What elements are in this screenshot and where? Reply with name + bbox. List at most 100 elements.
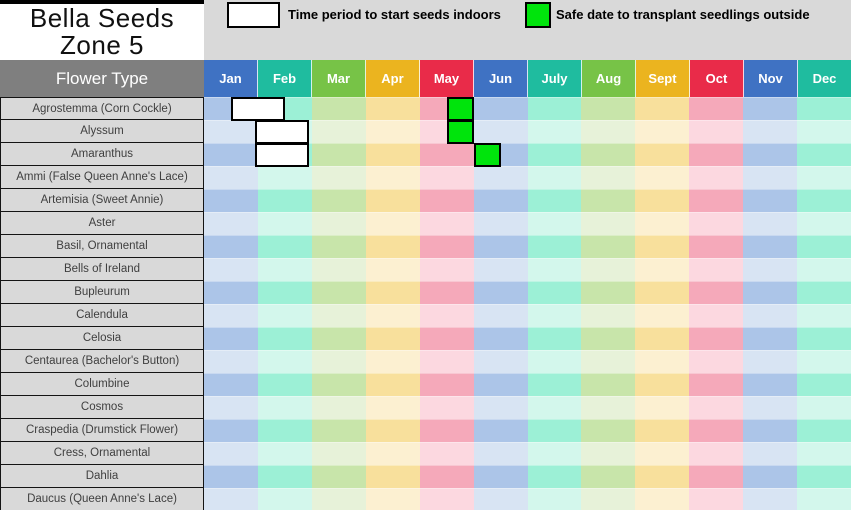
row-label: Craspedia (Drumstick Flower) <box>0 419 204 442</box>
calendar-cell <box>365 143 420 166</box>
calendar-cell <box>419 235 474 258</box>
calendar-cell <box>797 212 851 235</box>
calendar-cell <box>743 97 798 120</box>
calendar-cell <box>365 235 420 258</box>
calendar-cell <box>635 281 690 304</box>
calendar-cell <box>311 189 366 212</box>
calendar-cell <box>527 442 582 465</box>
calendar-cell <box>204 281 258 304</box>
calendar-cell <box>257 442 312 465</box>
calendar-cell <box>581 327 636 350</box>
transplant-date-box <box>473 143 501 167</box>
calendar-cell <box>527 143 582 166</box>
calendar-cell <box>635 419 690 442</box>
row-label: Basil, Ornamental <box>0 235 204 258</box>
calendar-cell <box>473 373 528 396</box>
calendar-cell <box>257 327 312 350</box>
calendar-cell <box>581 166 636 189</box>
calendar-cell <box>689 189 744 212</box>
calendar-cell <box>365 166 420 189</box>
row-label: Artemisia (Sweet Annie) <box>0 189 204 212</box>
month-header-feb: Feb <box>258 60 312 97</box>
calendar-cell <box>473 327 528 350</box>
table-row: Ammi (False Queen Anne's Lace) <box>0 166 851 189</box>
calendar-cell <box>743 120 798 143</box>
calendar-cell <box>365 281 420 304</box>
calendar-cell <box>743 143 798 166</box>
calendar-cell <box>527 258 582 281</box>
calendar-cell <box>419 166 474 189</box>
table-row: Centaurea (Bachelor's Button) <box>0 350 851 373</box>
calendar-cell <box>257 189 312 212</box>
calendar-cell <box>635 442 690 465</box>
calendar-cell <box>527 304 582 327</box>
calendar-cell <box>257 419 312 442</box>
table-row: Artemisia (Sweet Annie) <box>0 189 851 212</box>
calendar-cell <box>797 97 851 120</box>
calendar-cell <box>635 327 690 350</box>
calendar-grid: Agrostemma (Corn Cockle) Alyssum Amaranthu… <box>0 97 851 510</box>
calendar-cell <box>311 488 366 510</box>
calendar-cell <box>473 258 528 281</box>
row-label: Centaurea (Bachelor's Button) <box>0 350 204 373</box>
calendar-cell <box>257 166 312 189</box>
month-header-may: May <box>420 60 474 97</box>
calendar-cell <box>365 373 420 396</box>
calendar-cell <box>527 120 582 143</box>
calendar-cell <box>635 258 690 281</box>
calendar-cell <box>635 166 690 189</box>
calendar-cell <box>743 189 798 212</box>
table-row: Alyssum <box>0 120 851 143</box>
calendar-cell <box>204 304 258 327</box>
row-label: Celosia <box>0 327 204 350</box>
flower-type-header: Flower Type <box>0 60 204 97</box>
calendar-cell <box>581 281 636 304</box>
calendar-cell <box>473 189 528 212</box>
calendar-cell <box>635 304 690 327</box>
month-header-mar: Mar <box>312 60 366 97</box>
calendar-cell <box>743 166 798 189</box>
calendar-cell <box>743 281 798 304</box>
calendar-cell <box>689 488 744 510</box>
calendar-cell <box>635 189 690 212</box>
title-line-2: Zone 5 <box>60 30 144 60</box>
calendar-cell <box>257 373 312 396</box>
chart-title: Bella Seeds Zone 5 <box>0 0 204 60</box>
indoor-period-box <box>255 120 310 144</box>
calendar-cell <box>204 189 258 212</box>
calendar-cell <box>311 281 366 304</box>
calendar-cell <box>689 465 744 488</box>
month-header-row: Jan Feb Mar Apr May Jun July Aug Sept Oct Nov Dec <box>204 60 851 97</box>
calendar-cell <box>743 304 798 327</box>
month-header-nov: Nov <box>744 60 798 97</box>
row-label: Alyssum <box>0 120 204 143</box>
table-row: Basil, Ornamental <box>0 235 851 258</box>
calendar-cell <box>635 120 690 143</box>
calendar-cell <box>419 442 474 465</box>
calendar-cell <box>419 419 474 442</box>
calendar-cell <box>365 442 420 465</box>
calendar-cell <box>204 350 258 373</box>
calendar-cell <box>581 258 636 281</box>
calendar-cell <box>689 327 744 350</box>
row-label: Bupleurum <box>0 281 204 304</box>
calendar-cell <box>311 235 366 258</box>
calendar-cell <box>257 465 312 488</box>
calendar-cell <box>581 373 636 396</box>
calendar-cell <box>473 120 528 143</box>
calendar-cell <box>204 143 258 166</box>
calendar-cell <box>581 143 636 166</box>
calendar-cell <box>257 396 312 419</box>
calendar-cell <box>473 166 528 189</box>
calendar-cell <box>581 304 636 327</box>
calendar-cell <box>797 419 851 442</box>
calendar-cell <box>257 212 312 235</box>
calendar-cell <box>473 281 528 304</box>
calendar-cell <box>311 327 366 350</box>
calendar-cell <box>635 396 690 419</box>
indoor-period-swatch <box>227 2 280 28</box>
calendar-cell <box>635 373 690 396</box>
calendar-cell <box>257 258 312 281</box>
table-row: Craspedia (Drumstick Flower) <box>0 419 851 442</box>
row-label: Bells of Ireland <box>0 258 204 281</box>
